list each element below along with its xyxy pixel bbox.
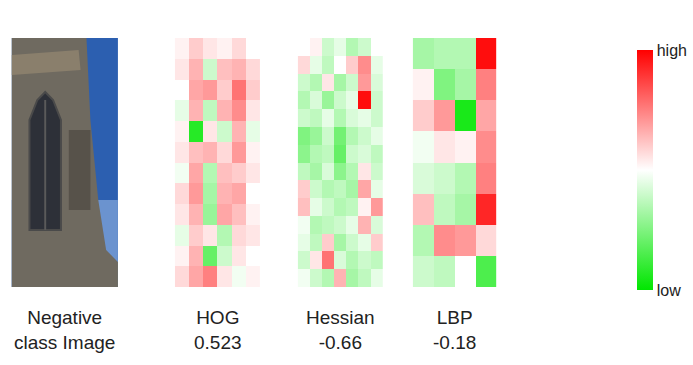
svg-text:HOG0.523: HOG0.523 (194, 307, 242, 353)
svg-text:LBP-0.18: LBP-0.18 (433, 307, 476, 353)
svg-text:high: high (657, 42, 687, 59)
svg-text:low: low (657, 282, 681, 299)
svg-text:Negativeclass Image: Negativeclass Image (14, 307, 115, 353)
svg-text:Hessian-0.66: Hessian-0.66 (306, 307, 375, 353)
